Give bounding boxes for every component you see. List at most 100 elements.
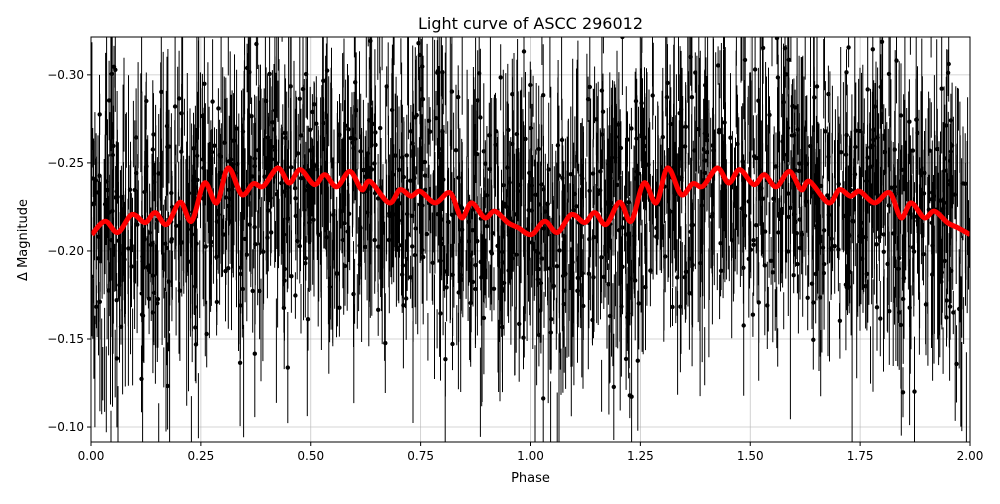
observation-point xyxy=(420,247,425,253)
observation-point xyxy=(510,141,515,147)
observation-point xyxy=(164,245,169,251)
observation-point xyxy=(169,239,174,244)
observation-point xyxy=(703,107,709,112)
observation-point xyxy=(760,196,765,201)
observation-point xyxy=(643,284,648,290)
observation-point xyxy=(478,259,483,265)
observation-point xyxy=(786,57,791,62)
observation-point xyxy=(642,143,647,149)
observation-point xyxy=(886,71,892,77)
observation-point xyxy=(335,271,340,276)
observation-point xyxy=(568,172,573,177)
observation-point xyxy=(252,164,257,169)
observation-point xyxy=(156,171,161,176)
y-tick-label: −0.20 xyxy=(47,244,84,258)
observation-point xyxy=(600,109,606,114)
observation-point xyxy=(282,266,287,272)
observation-point xyxy=(150,310,156,315)
observation-point xyxy=(285,185,290,190)
observation-point xyxy=(945,70,951,76)
observation-point xyxy=(810,190,815,195)
observation-point xyxy=(581,303,586,309)
observation-point xyxy=(541,93,546,98)
observation-point xyxy=(140,254,145,259)
observation-point xyxy=(439,241,444,247)
observation-point xyxy=(223,195,229,200)
observation-point xyxy=(297,96,302,102)
observation-point xyxy=(200,113,205,119)
observation-point xyxy=(201,165,206,171)
observation-point xyxy=(770,270,775,275)
observation-point xyxy=(375,196,381,201)
observation-point xyxy=(247,222,252,227)
observation-point xyxy=(514,131,520,137)
observation-point xyxy=(409,213,415,218)
observation-point xyxy=(459,227,465,232)
observation-point xyxy=(868,164,873,169)
observation-point xyxy=(247,70,252,75)
observation-point xyxy=(780,139,785,144)
observation-point xyxy=(721,10,725,14)
observation-point xyxy=(521,335,526,340)
observation-point xyxy=(543,209,548,214)
observation-point xyxy=(871,137,876,142)
observation-point xyxy=(740,159,745,164)
observation-point xyxy=(200,196,206,201)
observation-point xyxy=(907,305,912,310)
observation-point xyxy=(342,263,348,269)
observation-point xyxy=(873,177,879,182)
observation-point xyxy=(351,291,356,297)
observation-point xyxy=(875,135,880,140)
observation-point xyxy=(599,88,605,93)
observation-point xyxy=(901,296,906,302)
observation-point xyxy=(305,317,311,322)
observation-point xyxy=(406,232,411,237)
observation-point xyxy=(343,123,348,128)
observation-point xyxy=(942,156,947,161)
observation-point xyxy=(380,214,385,220)
observation-point xyxy=(878,84,883,90)
observation-point xyxy=(852,172,858,177)
observation-point xyxy=(214,219,220,224)
observation-point xyxy=(457,261,463,266)
observation-point xyxy=(797,217,802,222)
observation-point xyxy=(311,102,317,107)
observation-point xyxy=(91,274,94,279)
observation-point xyxy=(357,243,362,248)
observation-point xyxy=(941,206,946,211)
observation-point xyxy=(340,237,346,243)
y-axis-ticks: −0.30 −0.25 −0.20 −0.15 −0.10 xyxy=(47,68,91,434)
observation-point xyxy=(481,263,486,268)
observation-point xyxy=(139,376,144,382)
observation-point xyxy=(620,225,625,230)
observation-point xyxy=(529,183,534,188)
observation-point xyxy=(310,109,315,115)
observation-point xyxy=(575,288,580,293)
observation-point xyxy=(858,220,864,225)
observation-point xyxy=(110,208,115,214)
observation-point xyxy=(419,87,424,92)
observation-point xyxy=(401,303,406,308)
observation-point xyxy=(791,212,797,217)
observation-point xyxy=(942,258,948,264)
observation-point xyxy=(95,190,101,195)
observation-point xyxy=(500,324,505,330)
observation-point xyxy=(238,271,243,277)
observation-point xyxy=(247,155,252,160)
observation-point xyxy=(129,264,134,269)
observation-point xyxy=(399,243,404,248)
observation-point xyxy=(882,149,887,155)
observation-point xyxy=(293,196,298,201)
observation-point xyxy=(860,256,865,261)
observation-point xyxy=(412,175,417,181)
observation-point xyxy=(967,240,970,246)
observation-point xyxy=(293,213,298,219)
observation-point xyxy=(863,284,868,289)
observation-point xyxy=(350,140,355,145)
observation-point xyxy=(302,188,307,193)
observation-point xyxy=(825,193,830,198)
observation-point xyxy=(507,180,512,185)
observation-point xyxy=(539,182,544,187)
observation-point xyxy=(303,261,308,266)
